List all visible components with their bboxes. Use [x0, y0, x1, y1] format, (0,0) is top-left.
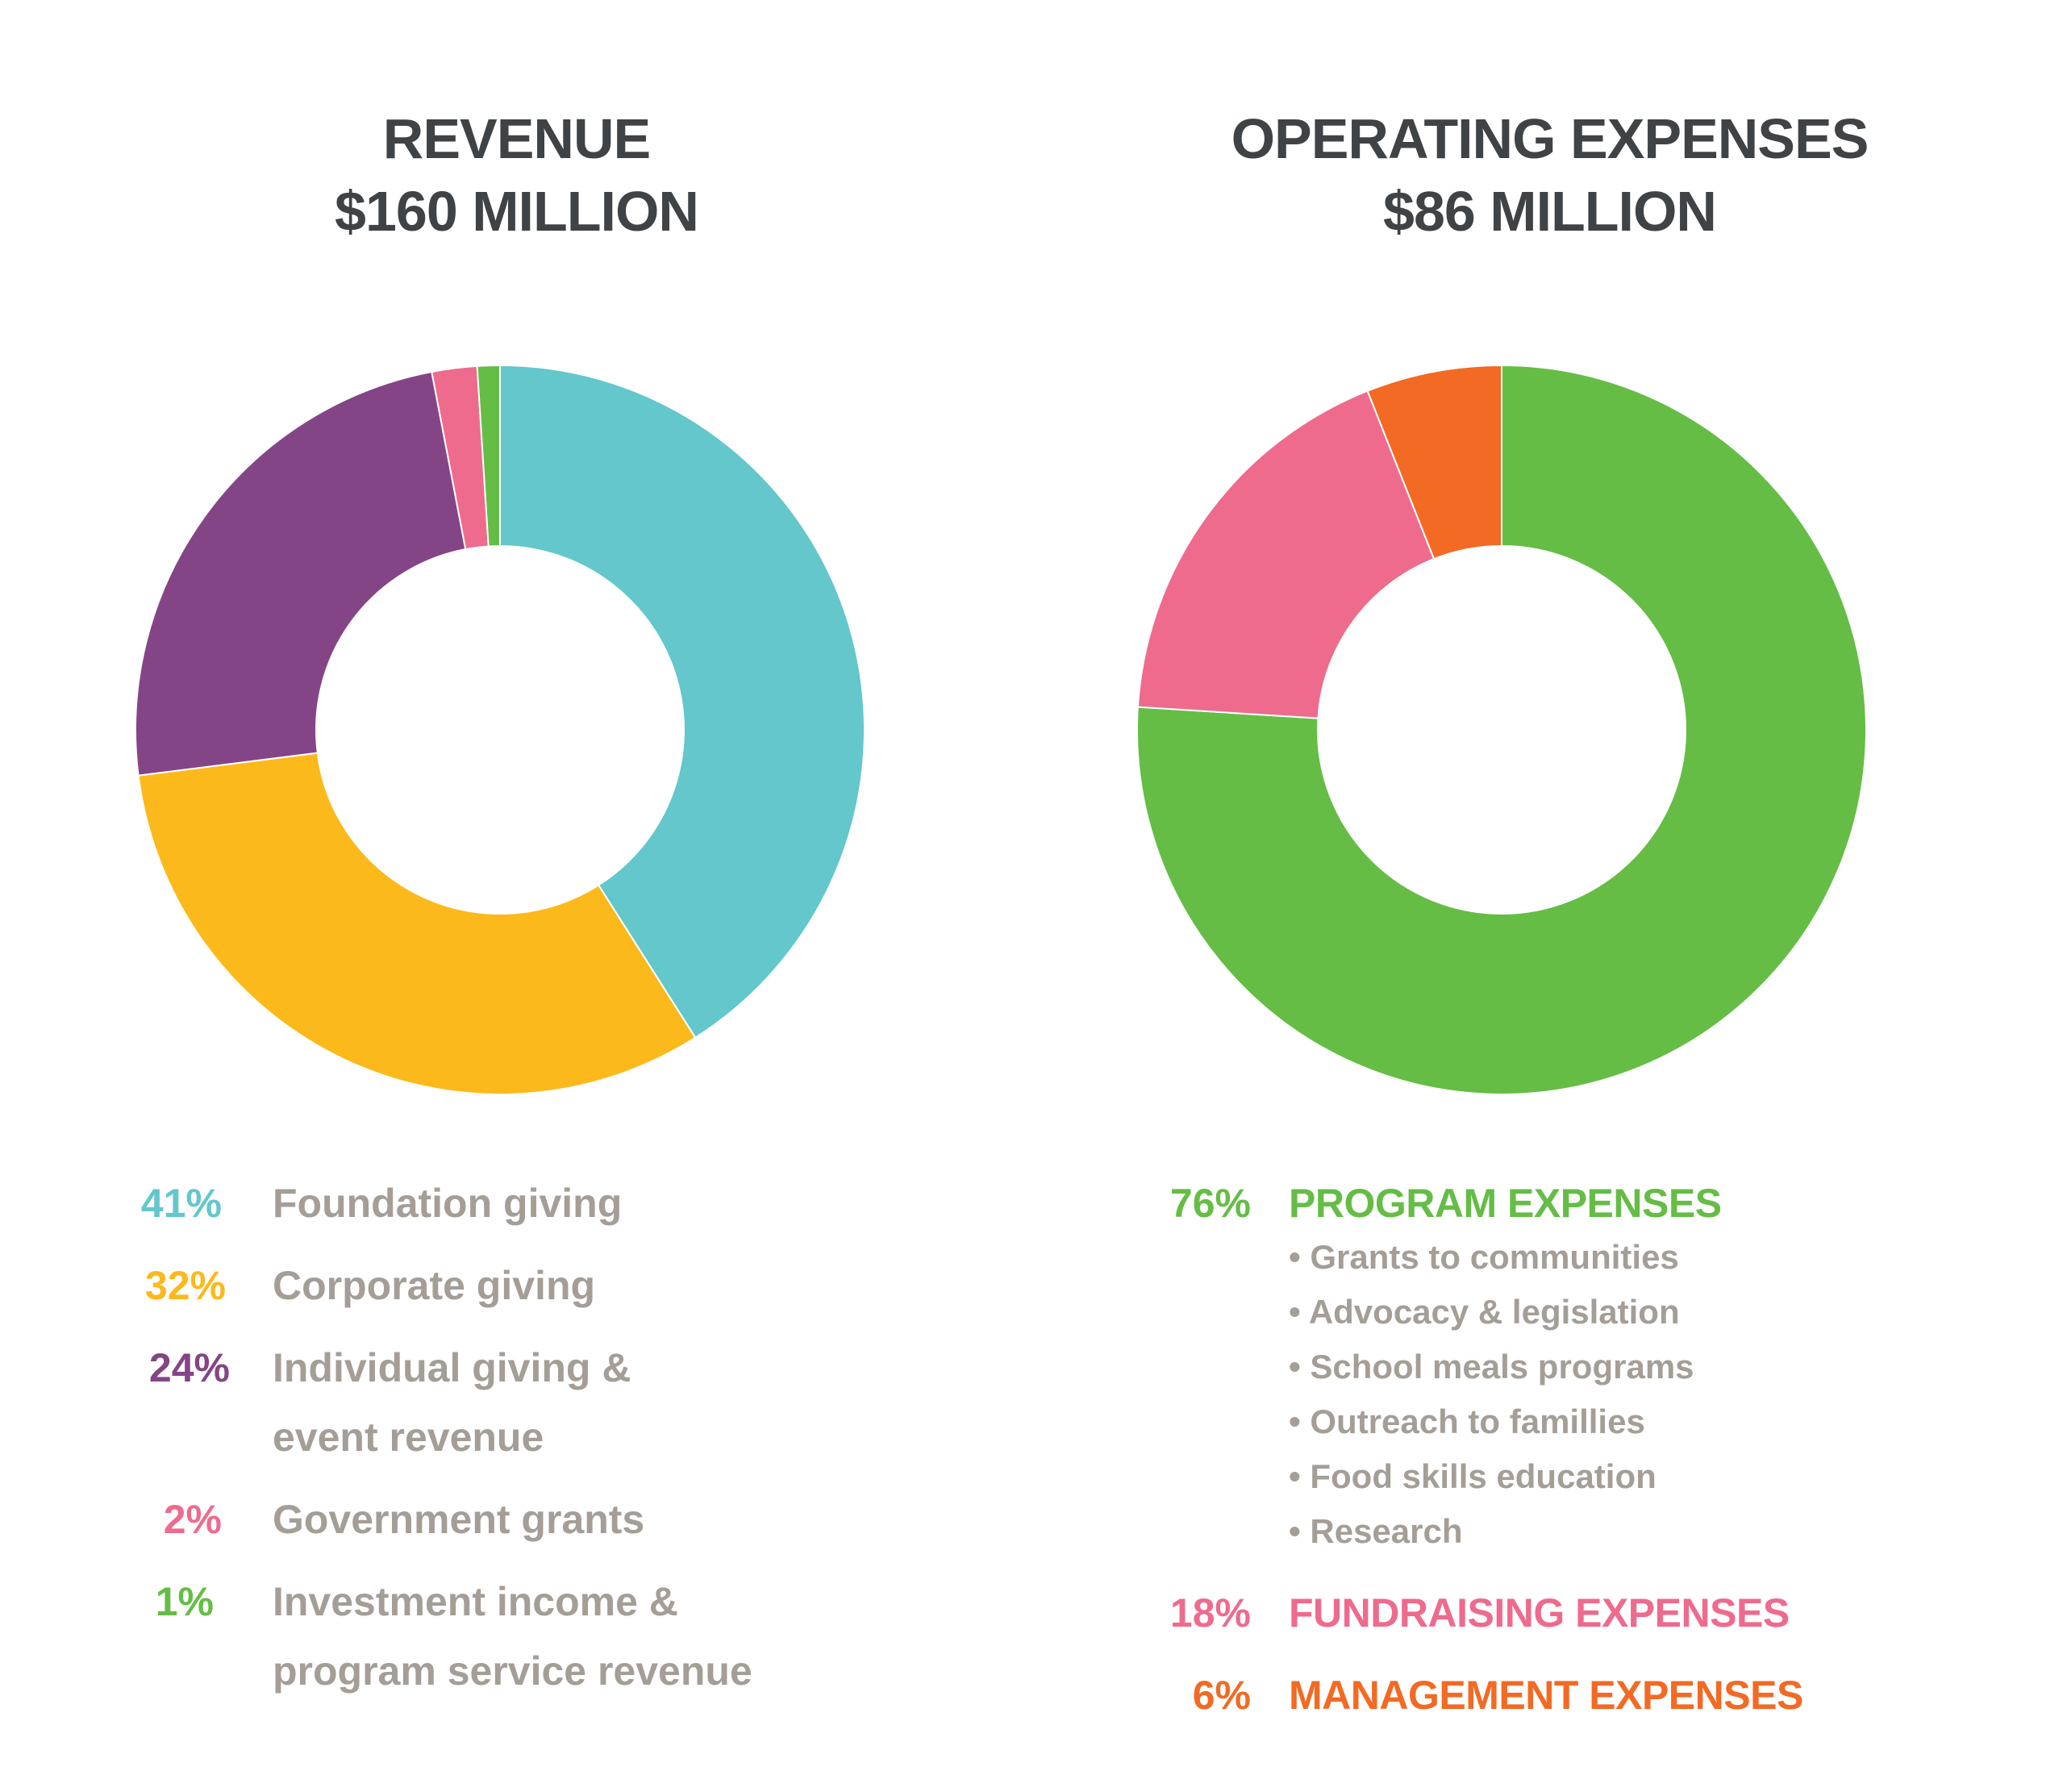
expenses-legend-pct: 76% — [1169, 1181, 1251, 1226]
revenue-legend-pct: 2% — [163, 1497, 222, 1542]
expenses-slice — [1366, 364, 1502, 561]
expenses-slice — [1136, 390, 1436, 719]
expenses-legend-label: FUNDRAISING EXPENSES — [1289, 1590, 1790, 1636]
expenses-slice — [1136, 364, 1867, 1095]
expenses-legend-pct: 6% — [1192, 1673, 1251, 1718]
revenue-legend-pct: 1% — [155, 1579, 214, 1624]
revenue-legend-label: event revenue — [273, 1415, 544, 1460]
revenue-total-row: $160 MILLION — [0, 179, 1033, 247]
program-item: • School meals programs — [1289, 1348, 1694, 1386]
revenue-donut-chart — [135, 364, 865, 1095]
program-item: • Outreach to famillies — [1289, 1402, 1645, 1440]
revenue-slice — [476, 364, 501, 548]
revenue-total: $160 MILLION — [335, 180, 699, 243]
revenue-legend-label: Government grants — [273, 1497, 645, 1542]
revenue-legend-label: program service revenue — [273, 1648, 752, 1694]
revenue-legend-label: Investment income & — [273, 1579, 678, 1624]
program-item: • Advocacy & legislation — [1289, 1293, 1680, 1331]
expenses-total-row: $86 MILLION — [1033, 179, 2066, 247]
revenue-legend-label: Individual giving & — [273, 1345, 631, 1390]
program-item: • Food skills education — [1289, 1457, 1657, 1495]
revenue-legend-label: Foundation giving — [273, 1181, 623, 1226]
expenses-legend-label: PROGRAM EXPENSES — [1289, 1181, 1722, 1226]
revenue-legend-label: Corporate giving — [273, 1263, 596, 1308]
expenses-total: $86 MILLION — [1383, 180, 1717, 243]
revenue-title: REVENUE — [382, 107, 651, 170]
revenue-panel: REVENUE $160 MILLION 41% Foundation givi… — [0, 0, 1033, 1792]
program-item: • Grants to communities — [1289, 1238, 1679, 1276]
expenses-total-highlight: $86 MILLION — [1377, 179, 1723, 247]
revenue-slice — [135, 370, 467, 777]
expenses-donut-chart — [1136, 364, 1867, 1095]
revenue-legend-pct: 24% — [148, 1345, 230, 1390]
revenue-slice — [499, 364, 865, 1040]
revenue-total-highlight: $160 MILLION — [328, 179, 705, 247]
revenue-legend-pct: 41% — [140, 1181, 222, 1226]
expenses-legend-pct: 18% — [1169, 1590, 1251, 1636]
revenue-slice — [137, 752, 697, 1095]
program-item: • Research — [1289, 1512, 1463, 1550]
expenses-title: OPERATING EXPENSES — [1231, 107, 1869, 170]
revenue-legend-pct: 32% — [144, 1263, 226, 1308]
expenses-legend-label: MANAGEMENT EXPENSES — [1289, 1673, 1803, 1718]
expenses-panel: OPERATING EXPENSES $86 MILLION 76% PROGR… — [1033, 0, 2066, 1792]
